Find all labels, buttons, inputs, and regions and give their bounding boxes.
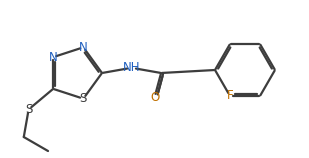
Text: S: S: [80, 92, 87, 105]
Text: F: F: [227, 89, 233, 103]
Text: N: N: [79, 41, 88, 54]
Text: NH: NH: [123, 61, 140, 74]
Text: S: S: [25, 103, 32, 116]
Text: N: N: [49, 51, 57, 64]
Text: O: O: [150, 91, 159, 104]
